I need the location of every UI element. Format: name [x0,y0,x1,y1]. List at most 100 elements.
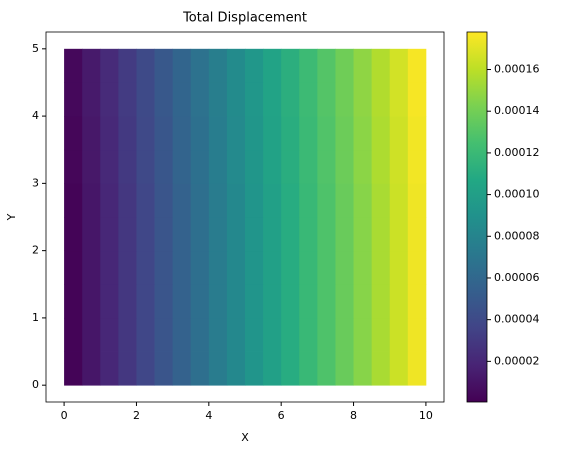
heat-cell [263,284,282,319]
heat-cell [317,48,336,83]
heat-cell [226,217,246,252]
x-tick-label: 10 [419,409,433,422]
heat-cell [353,183,373,218]
heat-cell [118,250,137,285]
heat-cell [100,217,119,252]
heat-cell [263,48,282,83]
heat-cell [190,317,210,352]
heat-cell [407,284,427,319]
heat-cell [172,48,192,83]
heat-cell [100,351,119,386]
heat-cell [64,48,83,83]
heat-cell [208,284,228,319]
heat-cell [245,116,264,151]
x-tick-label: 4 [205,409,212,422]
heat-cell [82,149,101,184]
heat-cell [136,351,155,386]
heat-cell [281,183,300,218]
heat-cell [100,82,119,117]
heat-cell [371,351,391,386]
heat-cell [281,116,300,151]
heat-cell [371,183,391,218]
heat-cell [208,217,228,252]
heat-cell [118,351,137,386]
heat-cell [245,82,264,117]
heat-cell [371,317,391,352]
heat-cell [317,217,336,252]
heat-cell [263,149,282,184]
heat-cell [263,351,282,386]
y-tick-label: 0 [32,378,39,391]
heat-cell [389,48,409,83]
heat-cell [317,183,336,218]
x-tick-label: 8 [350,409,357,422]
x-tick-label: 2 [133,409,140,422]
colorbar-tick-label: 0.00012 [494,146,540,159]
heat-cell [407,48,427,83]
heat-cell [136,284,155,319]
heat-cell [317,250,336,285]
heat-cell [371,149,391,184]
heat-cell [190,149,210,184]
heat-cell [64,284,83,319]
heat-cell [371,116,391,151]
heat-cell [172,183,192,218]
heat-cell [172,351,192,386]
heat-cell [353,250,373,285]
heat-cell [190,217,210,252]
heat-cell [335,183,354,218]
plot-frame [45,31,445,403]
heat-cell [353,82,373,117]
heat-cell [281,82,300,117]
y-tick-label: 1 [32,311,39,324]
heat-cell [299,149,318,184]
heat-cell [100,317,119,352]
heat-cell [245,217,264,252]
heat-cell [136,250,155,285]
heat-cell [226,317,246,352]
heat-cell [82,183,101,218]
heat-cell [353,351,373,386]
heat-cell [172,116,192,151]
heat-cell [190,116,210,151]
heat-cell [335,317,354,352]
x-tick-label: 6 [278,409,285,422]
heat-cell [317,284,336,319]
colorbar-tick-label: 0.00002 [494,354,540,367]
heat-cell [317,149,336,184]
heat-cell [82,317,101,352]
heat-cell [281,217,300,252]
heat-cell [281,149,300,184]
heat-cell [208,351,228,386]
heat-cell [407,317,427,352]
heat-cell [335,351,354,386]
heat-cell [353,48,373,83]
y-tick-label: 2 [32,244,39,257]
heat-cell [154,116,174,151]
heat-cell [371,48,391,83]
heat-cell [389,116,409,151]
heat-cell [118,217,137,252]
heat-cell [335,82,354,117]
heat-cell [100,48,119,83]
colorbar-tick-label: 0.00014 [494,104,540,117]
heat-cell [353,116,373,151]
heat-cell [208,250,228,285]
y-tick-label: 3 [32,176,39,189]
heat-cell [245,317,264,352]
heat-cell [317,82,336,117]
heat-cell [118,183,137,218]
heat-cell [389,82,409,117]
heat-cell [263,116,282,151]
heat-cell [100,284,119,319]
heat-cell [208,317,228,352]
heat-cell [172,149,192,184]
heat-cell [245,48,264,83]
heat-cell [136,48,155,83]
heat-cell [317,116,336,151]
heat-cell [353,284,373,319]
heat-cell [389,351,409,386]
heat-cell [64,317,83,352]
